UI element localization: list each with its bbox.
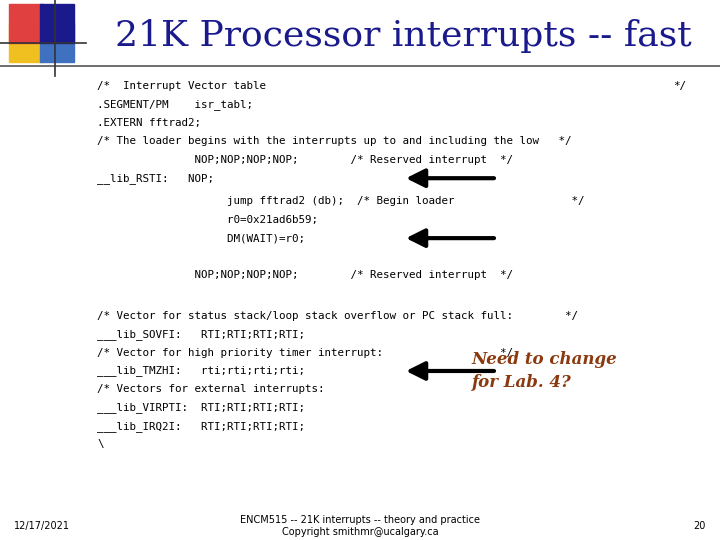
Text: NOP;NOP;NOP;NOP;        /* Reserved interrupt  */: NOP;NOP;NOP;NOP; /* Reserved interrupt *… [97, 155, 513, 165]
Text: DM(WAIT)=r0;: DM(WAIT)=r0; [97, 233, 305, 243]
Text: */: */ [673, 82, 686, 91]
Text: .EXTERN fftrad2;: .EXTERN fftrad2; [97, 118, 201, 128]
Text: .SEGMENT/PM    isr_tabl;: .SEGMENT/PM isr_tabl; [97, 99, 253, 110]
Text: NOP;NOP;NOP;NOP;        /* Reserved interrupt  */: NOP;NOP;NOP;NOP; /* Reserved interrupt *… [97, 271, 513, 280]
Text: /* Vector for status stack/loop stack overflow or PC stack full:        */: /* Vector for status stack/loop stack ov… [97, 311, 578, 321]
Text: ENCM515 -- 21K interrupts -- theory and practice
Copyright smithmr@ucalgary.ca: ENCM515 -- 21K interrupts -- theory and … [240, 515, 480, 537]
Text: __lib_RSTI:   NOP;: __lib_RSTI: NOP; [97, 173, 215, 184]
Text: 21K Processor interrupts -- fast: 21K Processor interrupts -- fast [114, 19, 692, 52]
Text: ___lib_SOVFI:   RTI;RTI;RTI;RTI;: ___lib_SOVFI: RTI;RTI;RTI;RTI; [97, 329, 305, 340]
Bar [40, 4, 74, 43]
Text: Need to change
for Lab. 4?: Need to change for Lab. 4? [472, 352, 617, 390]
Text: /* The loader begins with the interrupts up to and including the low   */: /* The loader begins with the interrupts… [97, 137, 572, 146]
Text: ___lib_TMZHI:   rti;rti;rti;rti;: ___lib_TMZHI: rti;rti;rti;rti; [97, 366, 305, 376]
Text: 20: 20 [693, 521, 706, 531]
Text: /* Vector for high priority timer interrupt:                  */: /* Vector for high priority timer interr… [97, 348, 513, 357]
Text: jump fftrad2 (db);  /* Begin loader                  */: jump fftrad2 (db); /* Begin loader */ [97, 197, 585, 206]
Text: /*  Interrupt Vector table: /* Interrupt Vector table [97, 82, 266, 91]
Bar [40, 23, 74, 62]
Text: ___lib_IRQ2I:   RTI;RTI;RTI;RTI;: ___lib_IRQ2I: RTI;RTI;RTI;RTI; [97, 421, 305, 431]
Text: 12/17/2021: 12/17/2021 [14, 521, 71, 531]
Text: \: \ [97, 440, 104, 449]
Bar [9, 4, 43, 43]
Text: ___lib_VIRPTI:  RTI;RTI;RTI;RTI;: ___lib_VIRPTI: RTI;RTI;RTI;RTI; [97, 402, 305, 413]
Bar [9, 23, 43, 62]
Text: /* Vectors for external interrupts:: /* Vectors for external interrupts: [97, 384, 325, 394]
Text: r0=0x21ad6b59;: r0=0x21ad6b59; [97, 215, 318, 225]
